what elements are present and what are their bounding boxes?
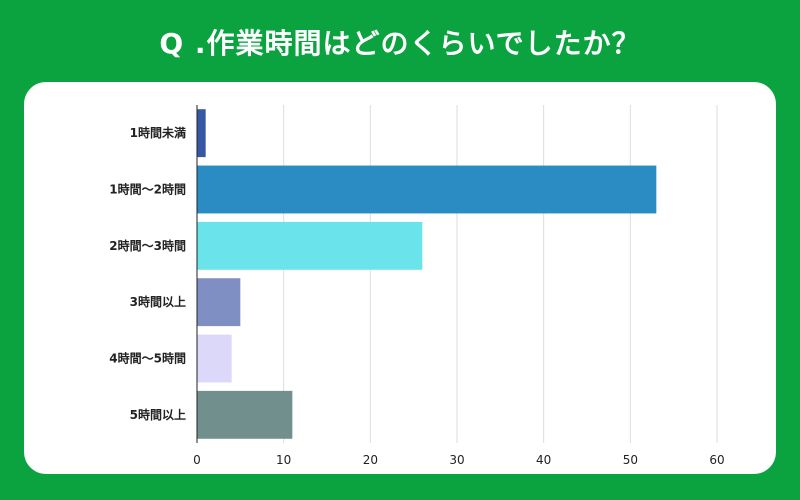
x-tick-label: 0	[193, 453, 201, 467]
category-label: 5時間以上	[130, 407, 186, 422]
category-label: 1時間～2時間	[109, 182, 186, 197]
x-tick-label: 40	[536, 453, 551, 467]
category-label: 3時間以上	[130, 294, 186, 309]
bar	[197, 390, 293, 439]
category-label: 2時間～3時間	[109, 238, 186, 253]
bar	[197, 165, 657, 214]
x-tick-label: 20	[363, 453, 378, 467]
category-label: 4時間～5時間	[109, 351, 186, 366]
chart-title: Q .作業時間はどのくらいでしたか？	[159, 27, 641, 60]
bar	[197, 221, 423, 270]
x-tick-label: 10	[276, 453, 291, 467]
chart-card	[24, 82, 776, 474]
bar	[197, 334, 232, 383]
category-label: 1時間未満	[130, 125, 186, 140]
bar	[197, 278, 241, 327]
x-tick-label: 30	[449, 453, 464, 467]
x-tick-label: 50	[623, 453, 638, 467]
x-tick-label: 60	[709, 453, 724, 467]
bar	[197, 109, 206, 158]
